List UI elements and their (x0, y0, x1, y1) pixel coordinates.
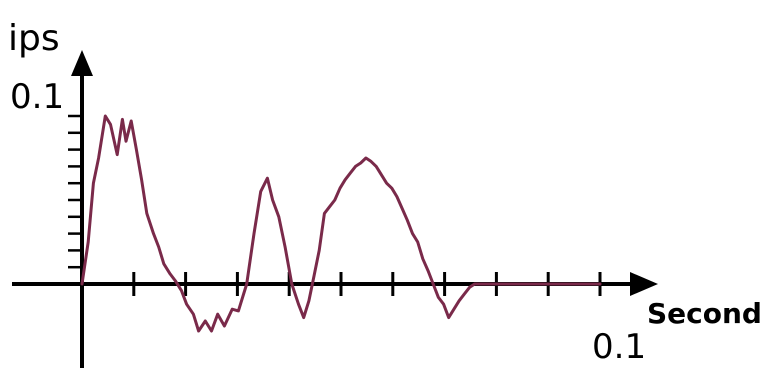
y-axis-arrow (71, 50, 93, 76)
axes (12, 50, 658, 368)
series-line (80, 114, 602, 333)
y-axis-label: ips (8, 18, 60, 59)
x-axis-arrow (630, 272, 658, 296)
x-axis-label: Second (647, 297, 762, 330)
ticks (68, 114, 602, 296)
x-tick-label-end: 0.1 (592, 327, 646, 367)
y-tick-label-max: 0.1 (10, 77, 64, 117)
